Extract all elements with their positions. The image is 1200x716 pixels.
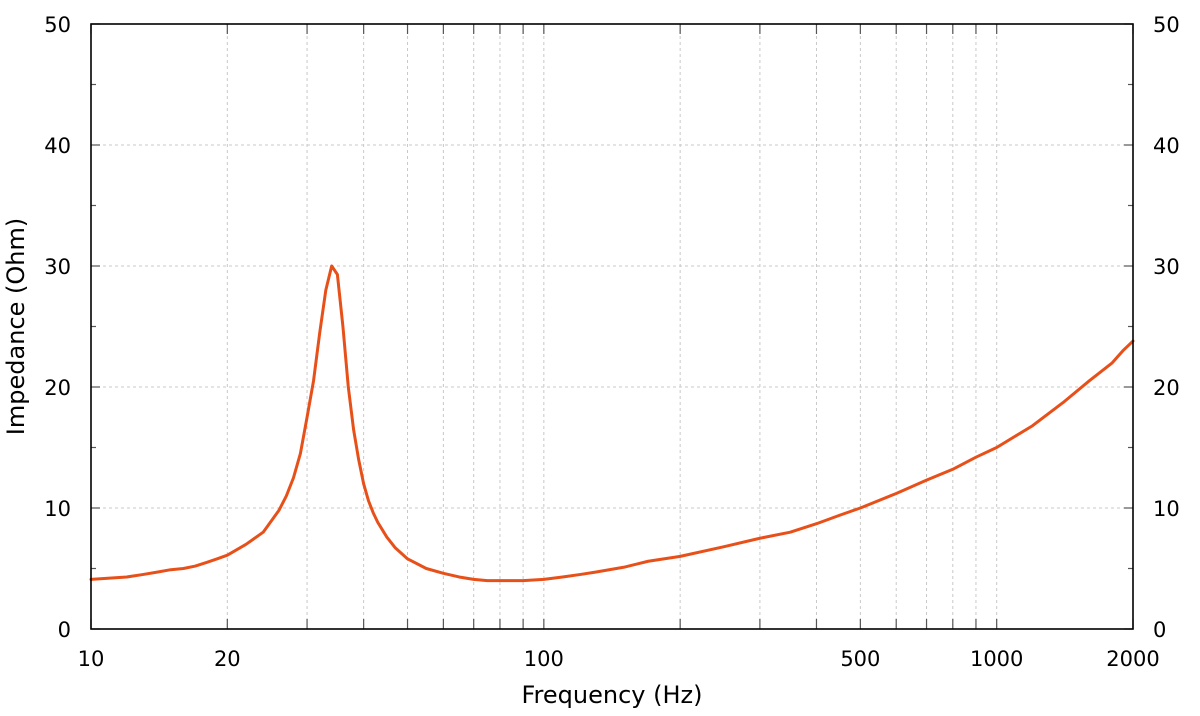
y-tick-label-right: 10 [1153,497,1180,521]
grid-lines [91,24,1133,629]
y-tick-label-left: 30 [44,255,71,279]
y-tick-label-left: 10 [44,497,71,521]
x-tick-label: 500 [840,647,880,671]
x-tick-label: 20 [214,647,241,671]
y-tick-label-right: 20 [1153,376,1180,400]
y-axis-label: Impedance (Ohm) [2,218,30,435]
plot-frame [90,23,1134,630]
y-tick-label-right: 40 [1153,134,1180,158]
impedance-curve [89,264,1135,583]
x-tick-label: 100 [524,647,564,671]
x-tick-label: 2000 [1106,647,1159,671]
y-tick-label-right: 0 [1153,618,1166,642]
y-tick-label-left: 40 [44,134,71,158]
y-tick-label-left: 0 [58,618,71,642]
series-layer [89,264,1135,583]
y-tick-label-left: 20 [44,376,71,400]
x-axis-label: Frequency (Hz) [522,681,703,709]
x-tick-label: 1000 [970,647,1023,671]
tick-labels: 10 20 100 500 1000 2000 0 0 10 10 20 20 30 30 40 40 50 50 [44,13,1179,671]
y-tick-label-left: 50 [44,13,71,37]
y-tick-label-right: 50 [1153,13,1180,37]
x-tick-label: 10 [78,647,105,671]
tick-marks [90,23,1134,630]
y-tick-label-right: 30 [1153,255,1180,279]
